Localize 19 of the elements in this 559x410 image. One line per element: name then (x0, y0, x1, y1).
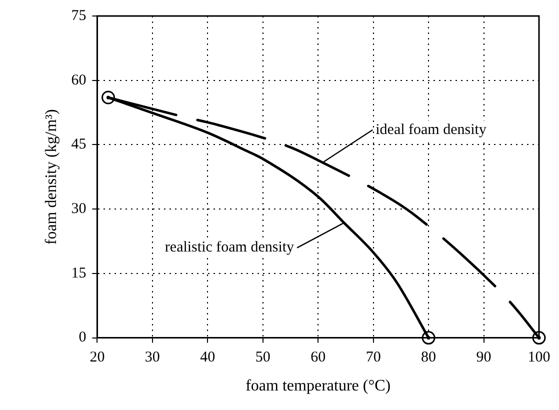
x-tick-label: 80 (421, 350, 436, 366)
x-tick-label: 100 (528, 350, 550, 366)
x-tick-label: 70 (366, 350, 381, 366)
y-tick-label: 75 (71, 8, 86, 24)
x-tick-label: 40 (200, 350, 216, 366)
annotation: realistic foam density (164, 240, 295, 256)
x-tick-label: 60 (310, 350, 326, 366)
x-tick-label: 90 (476, 350, 492, 366)
y-axis-title: foam density (kg/m³) (42, 109, 60, 245)
annotation: ideal foam density (376, 122, 487, 138)
y-tick-label: 45 (71, 136, 86, 153)
x-axis-title: foam temperature (°C) (246, 378, 391, 395)
x-tick-label: 30 (144, 350, 160, 366)
y-tick-label: 60 (71, 72, 86, 88)
y-tick-label: 30 (71, 201, 86, 218)
x-tick-label: 20 (90, 350, 105, 366)
y-tick-label: 0 (78, 330, 86, 346)
x-tick-label: 50 (255, 350, 270, 366)
y-tick-label: 15 (71, 265, 86, 282)
